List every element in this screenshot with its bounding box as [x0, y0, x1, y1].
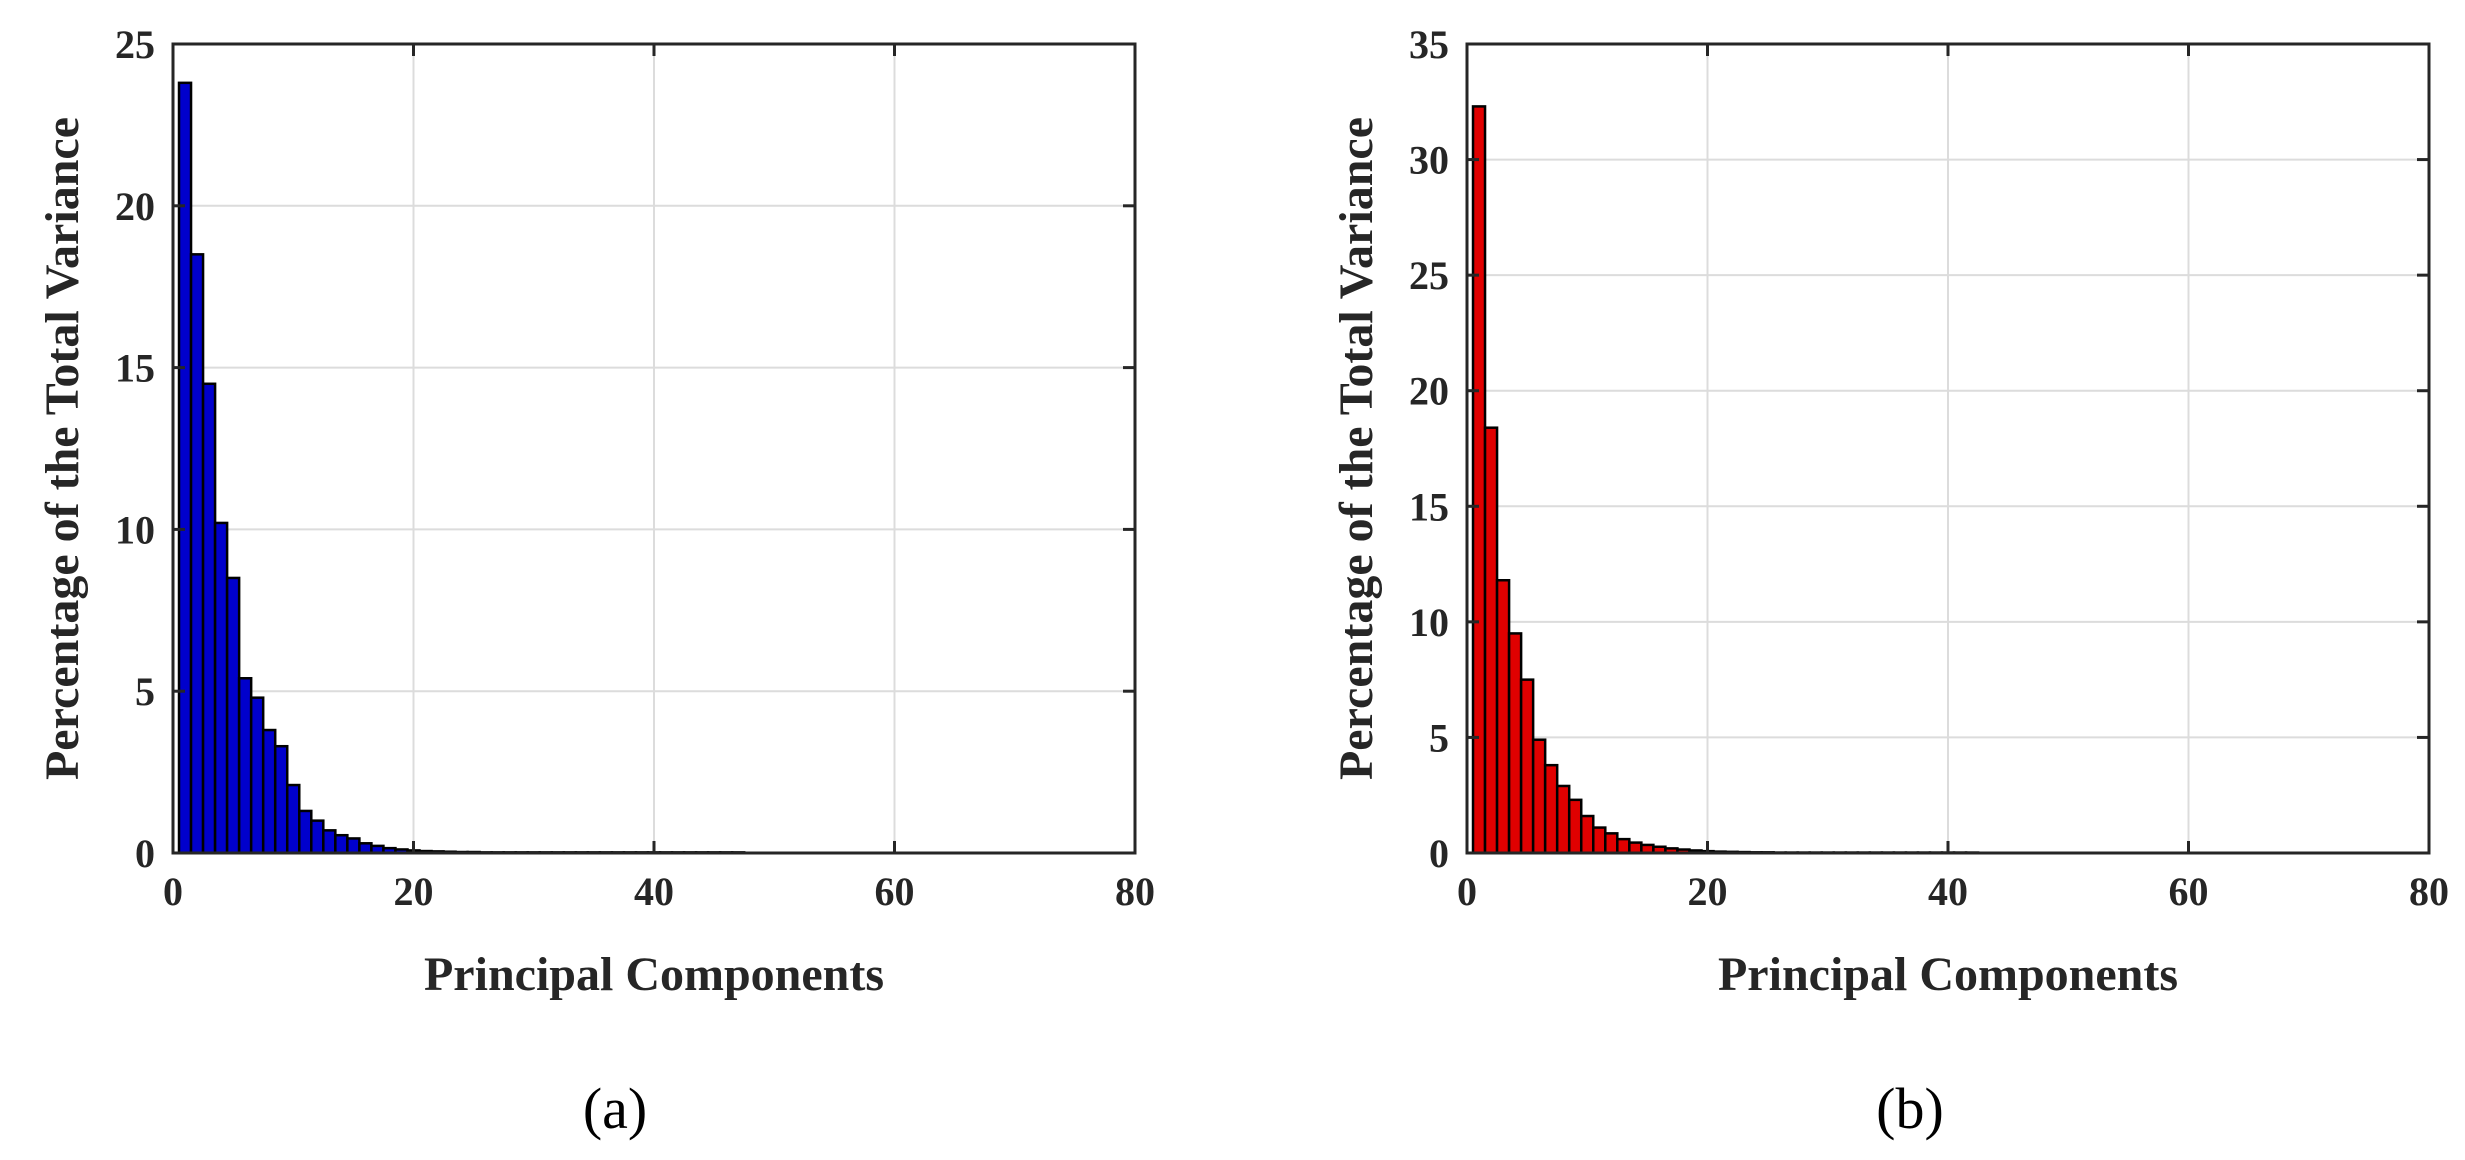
y-tick-label: 15 — [1409, 484, 1449, 529]
y-tick-label: 0 — [1429, 831, 1449, 876]
bar-pc-6 — [237, 677, 253, 855]
bar-pc-10 — [1579, 814, 1595, 855]
bar-pc-4 — [213, 521, 229, 855]
y-tick-label: 10 — [115, 507, 155, 552]
x-tick-label: 60 — [2169, 869, 2209, 914]
bar-pc-1 — [1471, 105, 1487, 855]
bar-pc-13 — [1616, 837, 1631, 855]
x-tick-label: 0 — [163, 869, 183, 914]
bar-pc-7 — [1543, 763, 1559, 855]
bar-pc-6 — [1531, 738, 1547, 855]
bar-pc-15 — [346, 837, 361, 855]
bar-pc-5 — [225, 576, 241, 855]
bar-pc-9 — [273, 744, 289, 855]
x-tick-label: 80 — [1115, 869, 1155, 914]
y-axis-label: Percentage of the Total Variance — [36, 117, 89, 780]
bar-pc-11 — [1592, 826, 1607, 855]
y-tick-label: 35 — [1409, 22, 1449, 67]
x-axis-label: Principal Components — [424, 948, 884, 1001]
bar-pc-10 — [285, 783, 301, 855]
bar-pc-13 — [322, 829, 337, 855]
y-axis-label: Percentage of the Total Variance — [1330, 117, 1383, 780]
bar-pc-8 — [261, 728, 277, 855]
bar-pc-2 — [189, 253, 205, 855]
y-tick-label: 20 — [1409, 369, 1449, 414]
bar-pc-11 — [298, 809, 313, 855]
y-tick-label: 15 — [115, 346, 155, 391]
x-tick-label: 20 — [1688, 869, 1728, 914]
x-tick-label: 20 — [394, 869, 434, 914]
panel-a: 0 20 40 60 80 0 5 10 15 20 25 Principal Components P… — [36, 22, 1155, 1141]
x-tick-label: 0 — [1457, 869, 1477, 914]
y-tick-label: 20 — [115, 184, 155, 229]
y-tick-label: 25 — [1409, 253, 1449, 298]
panel-caption: (a) — [583, 1076, 647, 1141]
x-tick-label: 40 — [634, 869, 674, 914]
x-axis-label: Principal Components — [1718, 948, 2178, 1001]
y-tick-label: 5 — [1429, 715, 1449, 760]
x-tick-label: 80 — [2409, 869, 2449, 914]
panel-b: 0 20 40 60 80 0 5 10 15 20 25 30 35 Principal Compone… — [1330, 22, 2449, 1141]
bar-pc-14 — [334, 833, 349, 855]
y-tick-label: 5 — [135, 669, 155, 714]
bar-pc-4 — [1507, 632, 1523, 855]
x-tick-label: 60 — [875, 869, 915, 914]
bar-pc-8 — [1555, 784, 1571, 855]
bar-pc-3 — [201, 382, 217, 855]
bar-pc-14 — [1628, 841, 1643, 855]
y-tick-label: 25 — [115, 22, 155, 67]
bar-pc-12 — [1604, 832, 1619, 855]
bar-pc-12 — [310, 819, 325, 855]
bar-pc-9 — [1567, 798, 1583, 855]
bar-pc-1 — [177, 81, 193, 855]
panel-caption: (b) — [1876, 1076, 1944, 1141]
y-tick-label: 10 — [1409, 600, 1449, 645]
x-tick-label: 40 — [1928, 869, 1968, 914]
bar-pc-7 — [249, 696, 265, 855]
y-tick-label: 30 — [1409, 138, 1449, 183]
bar-pc-2 — [1483, 426, 1499, 855]
bar-pc-3 — [1495, 579, 1511, 855]
y-tick-label: 0 — [135, 831, 155, 876]
bar-pc-5 — [1519, 678, 1535, 855]
